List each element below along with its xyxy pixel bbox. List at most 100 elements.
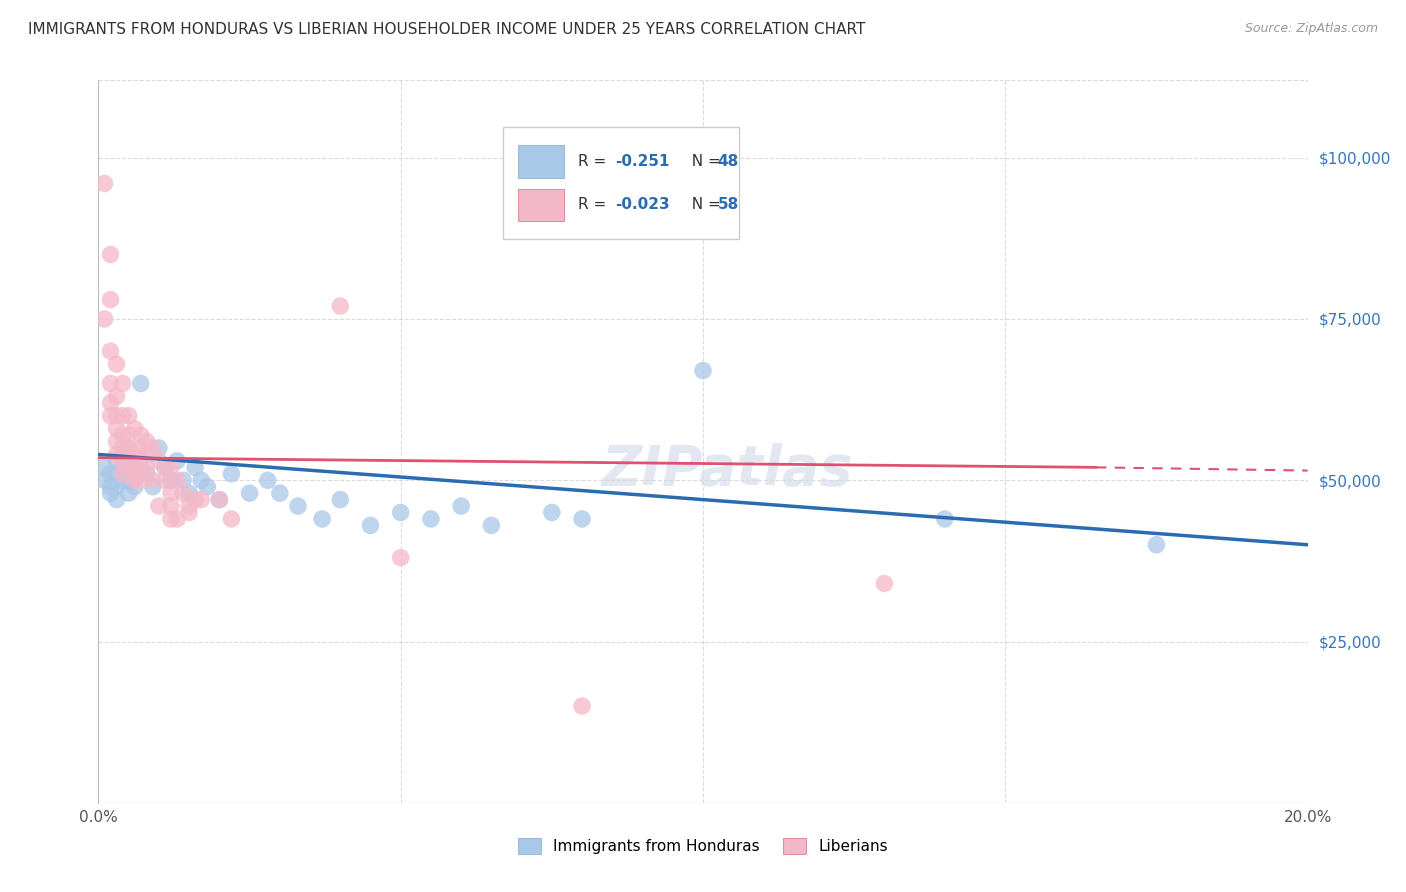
Text: Source: ZipAtlas.com: Source: ZipAtlas.com <box>1244 22 1378 36</box>
Point <box>100 467 122 481</box>
Point <box>135 447 157 461</box>
Point <box>100 396 122 410</box>
Point <box>160 486 183 500</box>
Point <box>142 441 165 455</box>
Point <box>100 409 122 423</box>
Point <box>129 473 152 487</box>
Point <box>93 312 115 326</box>
Point <box>190 492 212 507</box>
Point <box>124 467 146 481</box>
Point <box>208 492 231 507</box>
Point <box>124 473 146 487</box>
Point <box>111 467 134 481</box>
Text: 48: 48 <box>717 154 738 169</box>
Point <box>124 460 146 475</box>
Legend: Immigrants from Honduras, Liberians: Immigrants from Honduras, Liberians <box>512 832 894 860</box>
Point <box>93 460 115 475</box>
FancyBboxPatch shape <box>503 128 740 239</box>
Text: R =: R = <box>578 154 612 169</box>
Point <box>129 376 152 391</box>
Point <box>111 460 134 475</box>
Point <box>160 460 183 475</box>
Text: N =: N = <box>682 154 725 169</box>
Point <box>571 699 593 714</box>
Text: N =: N = <box>682 197 725 212</box>
Point <box>571 512 593 526</box>
Text: IMMIGRANTS FROM HONDURAS VS LIBERIAN HOUSEHOLDER INCOME UNDER 25 YEARS CORRELATI: IMMIGRANTS FROM HONDURAS VS LIBERIAN HOU… <box>28 22 866 37</box>
Point <box>111 409 134 423</box>
Text: -0.251: -0.251 <box>614 154 669 169</box>
Text: -0.023: -0.023 <box>614 197 669 212</box>
Point <box>129 441 152 455</box>
Point <box>360 518 382 533</box>
Point <box>124 447 146 461</box>
Point <box>160 512 183 526</box>
Point <box>111 376 134 391</box>
Point <box>105 467 128 481</box>
Point <box>129 428 152 442</box>
Text: 58: 58 <box>717 197 738 212</box>
Point <box>100 293 122 307</box>
Point <box>269 486 291 500</box>
Point <box>934 512 956 526</box>
Point <box>184 492 207 507</box>
Point <box>208 492 231 507</box>
Point <box>105 422 128 436</box>
Point <box>105 357 128 371</box>
Point <box>105 447 128 461</box>
Point <box>118 473 141 487</box>
Point <box>129 460 152 475</box>
Point <box>105 480 128 494</box>
Point <box>172 473 194 487</box>
Point <box>221 467 243 481</box>
Point <box>420 512 443 526</box>
Point <box>124 422 146 436</box>
Point <box>118 460 141 475</box>
Point <box>179 499 201 513</box>
Point <box>111 441 134 455</box>
Point <box>450 499 472 513</box>
Point <box>160 473 183 487</box>
Point <box>873 576 896 591</box>
Point <box>105 454 128 468</box>
Point <box>105 409 128 423</box>
Point <box>311 512 333 526</box>
Point <box>148 441 170 455</box>
Point <box>153 460 176 475</box>
Point <box>135 434 157 449</box>
Point <box>166 473 188 487</box>
Text: R =: R = <box>578 197 612 212</box>
Point <box>329 492 352 507</box>
Point <box>481 518 503 533</box>
Point <box>100 376 122 391</box>
Point <box>135 467 157 481</box>
Point <box>118 409 141 423</box>
Point <box>111 428 134 442</box>
Text: ZIPatlas: ZIPatlas <box>602 443 853 498</box>
Point <box>329 299 352 313</box>
Point <box>142 480 165 494</box>
Point <box>256 473 278 487</box>
Point <box>190 473 212 487</box>
Point <box>287 499 309 513</box>
Point <box>148 454 170 468</box>
Point <box>142 473 165 487</box>
Point <box>239 486 262 500</box>
Point <box>179 506 201 520</box>
FancyBboxPatch shape <box>517 145 564 178</box>
Point <box>153 460 176 475</box>
Point <box>184 460 207 475</box>
Point <box>100 247 122 261</box>
Point <box>221 512 243 526</box>
Point <box>118 441 141 455</box>
Point <box>111 454 134 468</box>
Point <box>129 454 152 468</box>
Point <box>389 506 412 520</box>
Point <box>100 486 122 500</box>
Point <box>105 492 128 507</box>
Point <box>118 441 141 455</box>
Point <box>195 480 218 494</box>
Point <box>111 473 134 487</box>
Point <box>166 512 188 526</box>
Point <box>148 499 170 513</box>
